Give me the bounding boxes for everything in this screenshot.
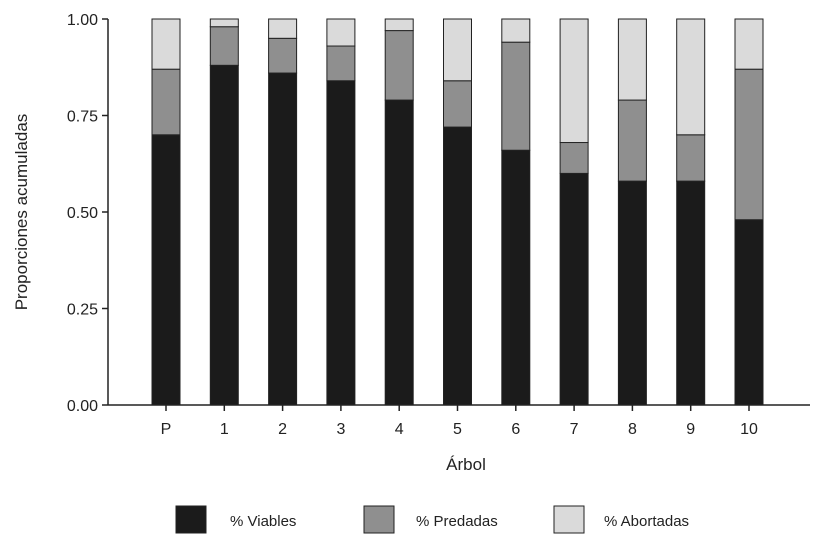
bar-segment-abortadas xyxy=(559,18,589,144)
bar-segment-viables xyxy=(443,126,472,406)
bar-segment-viables xyxy=(268,72,298,406)
bar-segment-predadas xyxy=(501,41,531,151)
bar-segment-abortadas xyxy=(209,18,239,28)
y-tick-label: 0.25 xyxy=(67,302,98,319)
bar-segment-viables xyxy=(617,180,647,406)
bar-segment-predadas xyxy=(209,26,239,66)
bar-segment-abortadas xyxy=(617,18,647,101)
bar-segment-predadas xyxy=(151,68,181,136)
x-tick-label: 7 xyxy=(570,421,579,438)
bar-segment-predadas xyxy=(676,134,706,182)
bar-segment-abortadas xyxy=(384,18,414,32)
bar-segment-predadas xyxy=(268,37,298,74)
bar-segment-abortadas xyxy=(734,18,764,70)
x-tick-label: 1 xyxy=(220,421,229,438)
bar-segment-abortadas xyxy=(326,18,356,47)
legend-label: % Predadas xyxy=(416,513,498,530)
legend-swatch xyxy=(363,505,395,534)
bar-segment-predadas xyxy=(617,99,647,182)
x-tick-label: 3 xyxy=(336,421,345,438)
legend-label: % Viables xyxy=(230,513,296,530)
bar-segment-predadas xyxy=(384,30,414,101)
x-tick-label: 8 xyxy=(628,421,637,438)
bar-segment-abortadas xyxy=(151,18,181,70)
bar-segment-abortadas xyxy=(501,18,531,43)
legend-swatch xyxy=(175,505,207,534)
legend: % Viables % Predadas % Abortadas xyxy=(175,505,689,534)
y-tick-label: 0.50 xyxy=(67,205,98,222)
x-ticks: P 1 2 3 4 5 6 7 8 9 10 xyxy=(161,405,758,438)
x-axis-title: Árbol xyxy=(446,455,486,474)
y-tick-label: 0.75 xyxy=(67,109,98,126)
bar-segment-abortadas xyxy=(676,18,706,136)
x-tick-label: 4 xyxy=(395,421,404,438)
x-tick-label: 6 xyxy=(511,421,520,438)
x-tick-label: 10 xyxy=(740,421,758,438)
legend-label: % Abortadas xyxy=(604,513,689,530)
bar-segment-predadas xyxy=(734,68,764,221)
y-axis-title: Proporciones acumuladas xyxy=(12,114,31,311)
bar-segment-predadas xyxy=(326,45,356,82)
bar-segment-viables xyxy=(501,149,531,406)
x-tick-label: P xyxy=(161,421,172,438)
bar-segment-viables xyxy=(734,219,764,406)
bar-segment-predadas xyxy=(443,80,472,128)
x-tick-label: 9 xyxy=(686,421,695,438)
y-ticks: 0.00 0.25 0.50 0.75 1.00 xyxy=(67,12,108,415)
y-tick-label: 1.00 xyxy=(67,12,98,29)
x-tick-label: 5 xyxy=(453,421,462,438)
legend-swatch xyxy=(553,505,585,534)
bar-segment-viables xyxy=(676,180,706,406)
bar-segment-abortadas xyxy=(443,18,472,82)
bar-segment-viables xyxy=(326,80,356,406)
bar-segment-viables xyxy=(209,64,239,406)
y-tick-label: 0.00 xyxy=(67,398,98,415)
x-tick-label: 2 xyxy=(278,421,287,438)
bar-segment-viables xyxy=(384,99,414,406)
bar-segment-predadas xyxy=(559,142,589,174)
bar-segment-viables xyxy=(151,134,181,406)
bars-layer xyxy=(151,18,764,406)
bar-segment-viables xyxy=(559,172,589,406)
bar-segment-abortadas xyxy=(268,18,298,39)
